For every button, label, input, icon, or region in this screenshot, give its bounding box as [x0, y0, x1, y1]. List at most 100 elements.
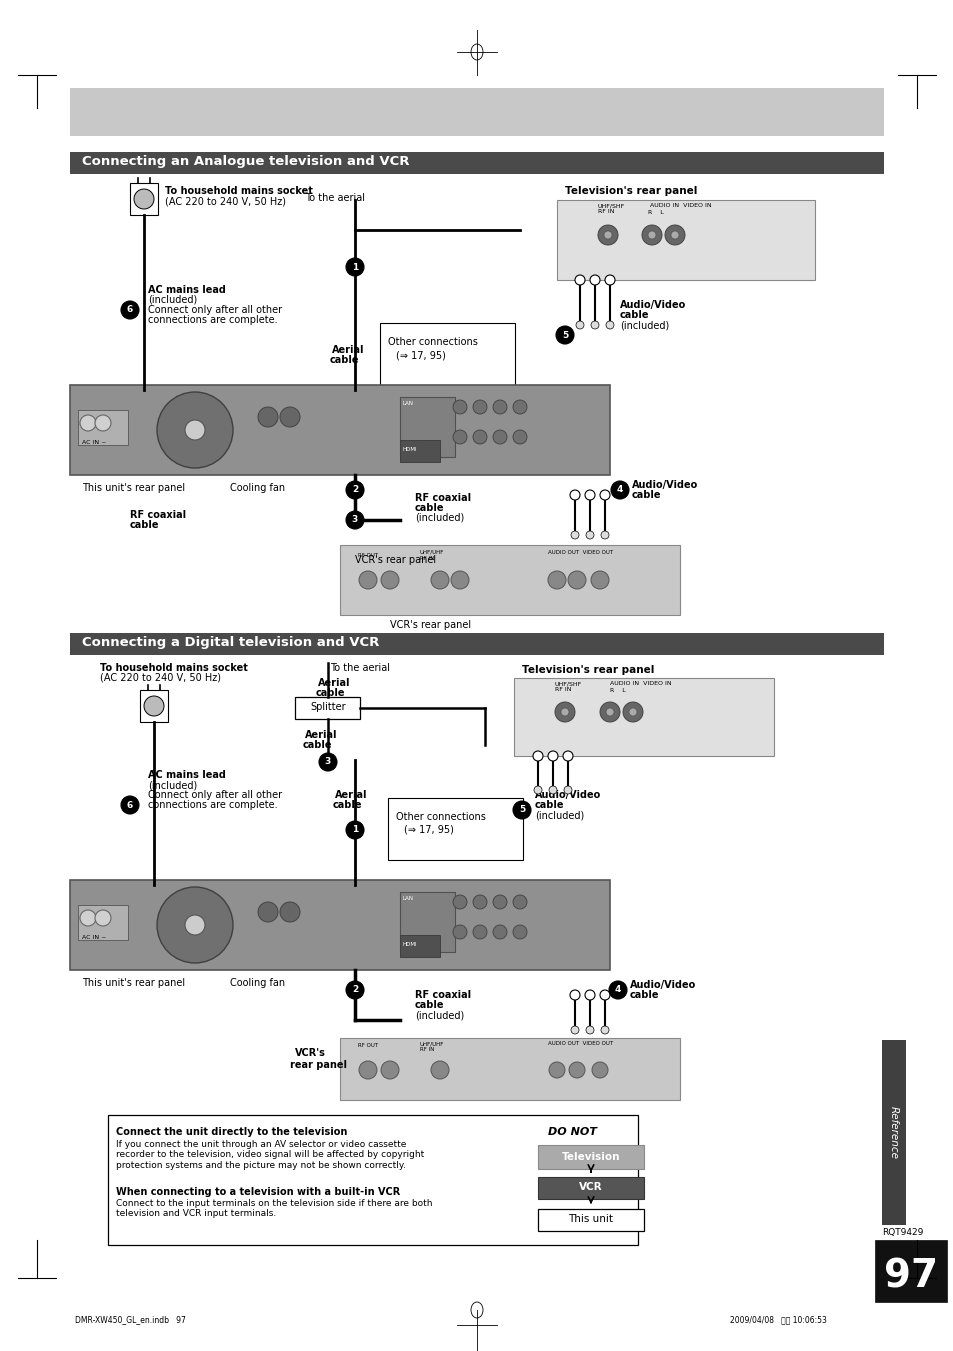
- Text: 3: 3: [352, 516, 357, 524]
- Circle shape: [513, 925, 526, 939]
- Circle shape: [157, 888, 233, 963]
- Text: R    L: R L: [647, 209, 663, 215]
- Bar: [140, 690, 168, 721]
- Text: Audio/Video: Audio/Video: [619, 300, 685, 309]
- Circle shape: [453, 400, 467, 413]
- Text: Audio/Video: Audio/Video: [629, 979, 696, 990]
- Text: RF coaxial: RF coaxial: [415, 990, 471, 1000]
- Bar: [70, 880, 609, 970]
- Text: Reference: Reference: [888, 1106, 898, 1159]
- Circle shape: [610, 481, 628, 499]
- Circle shape: [513, 430, 526, 444]
- Text: cable: cable: [631, 490, 660, 500]
- Circle shape: [185, 915, 205, 935]
- Text: Other connections: Other connections: [395, 812, 485, 821]
- Bar: [537, 1177, 643, 1198]
- Text: DMR-XW450_GL_en.indb   97: DMR-XW450_GL_en.indb 97: [75, 1315, 186, 1324]
- Circle shape: [575, 276, 584, 285]
- Text: (included): (included): [535, 811, 583, 820]
- Circle shape: [513, 894, 526, 909]
- Text: AUDIO IN  VIDEO IN: AUDIO IN VIDEO IN: [609, 681, 671, 686]
- Text: AUDIO OUT  VIDEO OUT: AUDIO OUT VIDEO OUT: [547, 550, 613, 555]
- Circle shape: [598, 226, 618, 245]
- Text: cable: cable: [415, 1000, 444, 1011]
- Circle shape: [569, 990, 579, 1000]
- Text: connections are complete.: connections are complete.: [148, 800, 277, 811]
- Bar: [388, 798, 522, 861]
- Circle shape: [493, 430, 506, 444]
- Circle shape: [599, 703, 619, 721]
- Circle shape: [592, 1062, 607, 1078]
- Bar: [399, 440, 439, 462]
- Circle shape: [493, 894, 506, 909]
- Circle shape: [584, 490, 595, 500]
- Text: (included): (included): [148, 780, 197, 790]
- Circle shape: [664, 226, 684, 245]
- Circle shape: [513, 801, 531, 819]
- Circle shape: [600, 531, 608, 539]
- Text: 1: 1: [352, 262, 357, 272]
- Text: (included): (included): [415, 513, 464, 523]
- Circle shape: [647, 231, 656, 239]
- Bar: [874, 1240, 946, 1302]
- Text: DO NOT: DO NOT: [547, 1127, 597, 1138]
- Text: RF OUT: RF OUT: [357, 553, 377, 558]
- Bar: [399, 892, 455, 952]
- Text: LAN: LAN: [402, 401, 414, 407]
- Circle shape: [584, 990, 595, 1000]
- Text: (included): (included): [148, 295, 197, 305]
- Circle shape: [121, 796, 139, 815]
- Circle shape: [473, 925, 486, 939]
- Text: UHF/SHF: UHF/SHF: [598, 203, 624, 208]
- Text: (included): (included): [415, 1011, 464, 1020]
- Text: cable: cable: [303, 740, 333, 750]
- Text: Television's rear panel: Television's rear panel: [564, 186, 697, 196]
- Text: Other connections: Other connections: [388, 336, 477, 347]
- Circle shape: [608, 981, 626, 998]
- Text: (AC 220 to 240 V, 50 Hz): (AC 220 to 240 V, 50 Hz): [165, 196, 286, 205]
- Text: (AC 220 to 240 V, 50 Hz): (AC 220 to 240 V, 50 Hz): [100, 673, 221, 684]
- Bar: [70, 88, 883, 136]
- Text: RQT9429: RQT9429: [882, 1228, 923, 1238]
- Circle shape: [346, 258, 364, 276]
- Circle shape: [257, 902, 277, 921]
- Text: Television: Television: [561, 1152, 619, 1162]
- Circle shape: [534, 786, 541, 794]
- Text: Connect to the input terminals on the television side if there are both
televisi: Connect to the input terminals on the te…: [116, 1198, 432, 1219]
- Text: Aerial: Aerial: [332, 345, 364, 355]
- Circle shape: [95, 911, 111, 925]
- Bar: [78, 409, 128, 444]
- Text: (included): (included): [619, 320, 669, 330]
- Circle shape: [380, 571, 398, 589]
- Circle shape: [473, 894, 486, 909]
- Text: RF OUT: RF OUT: [357, 1043, 377, 1048]
- Text: RF coaxial: RF coaxial: [130, 509, 186, 520]
- Text: 5: 5: [561, 331, 568, 339]
- Text: rear panel: rear panel: [290, 1061, 347, 1070]
- Text: 1: 1: [352, 825, 357, 835]
- Text: UHF/UHF
RF IN: UHF/UHF RF IN: [419, 1042, 444, 1052]
- Circle shape: [548, 786, 557, 794]
- Circle shape: [453, 894, 467, 909]
- Circle shape: [547, 571, 565, 589]
- Text: Aerial: Aerial: [317, 678, 350, 688]
- Text: (⇒ 17, 95): (⇒ 17, 95): [395, 350, 445, 359]
- Text: Aerial: Aerial: [305, 730, 337, 740]
- Circle shape: [318, 753, 336, 771]
- Circle shape: [600, 1025, 608, 1034]
- Text: 3: 3: [325, 758, 331, 766]
- Text: RF IN: RF IN: [598, 209, 614, 213]
- Text: To the aerial: To the aerial: [305, 193, 365, 203]
- Circle shape: [380, 1061, 398, 1079]
- Bar: [70, 385, 609, 476]
- Text: 2: 2: [352, 485, 357, 494]
- Text: This unit's rear panel: This unit's rear panel: [82, 484, 185, 493]
- Text: VCR's rear panel: VCR's rear panel: [355, 555, 436, 565]
- Text: Cooling fan: Cooling fan: [230, 978, 285, 988]
- Bar: [399, 935, 439, 957]
- Text: Connect only after all other: Connect only after all other: [148, 790, 282, 800]
- Text: VCR's rear panel: VCR's rear panel: [390, 620, 471, 630]
- Circle shape: [568, 1062, 584, 1078]
- Text: cable: cable: [619, 309, 649, 320]
- Circle shape: [431, 571, 449, 589]
